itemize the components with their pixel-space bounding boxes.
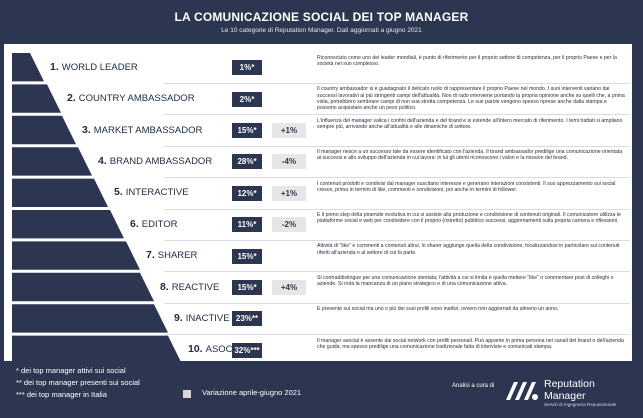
header: LA COMUNICAZIONE SOCIAL DEI TOP MANAGER … <box>0 0 643 42</box>
pyramid-step-4 <box>12 147 92 176</box>
brand-name-line2: Manager <box>544 390 586 402</box>
category-description: Si contraddistingue per una comunicazion… <box>317 274 614 287</box>
category-percentage: 2%* <box>232 91 262 107</box>
row-divider <box>164 271 630 273</box>
row-divider <box>164 302 630 304</box>
category-rank: 3. <box>82 123 91 136</box>
category-name: REACTIVE <box>171 281 220 293</box>
category-rank: 9. <box>174 311 183 324</box>
category-label: 1. WORLD LEADER <box>50 61 138 73</box>
category-variation: +1% <box>272 185 306 201</box>
category-rank: 5. <box>114 186 123 199</box>
legend-note-2: ** dei top manager presenti sui social <box>16 378 140 387</box>
category-percentage: 23%** <box>232 311 262 327</box>
category-percentage: 32%*** <box>232 342 262 358</box>
legend-note-3: *** dei top manager in Italia <box>16 390 107 399</box>
pyramid-step-3 <box>12 115 76 145</box>
category-description: È presente sui social ma uno o più dei s… <box>317 306 559 313</box>
pyramid-step-7 <box>12 241 140 270</box>
category-variation: -4% <box>272 154 306 170</box>
category-label: 8. REACTIVE <box>160 281 219 293</box>
variation-legend-label: Variazione aprile-giugno 2021 <box>202 388 302 397</box>
category-percentage: 12%* <box>232 185 262 201</box>
brand-name-line1: Reputation <box>544 378 595 390</box>
pyramid-step-6 <box>12 210 124 239</box>
analisi-label: Analisi a cura di <box>452 383 495 389</box>
pyramid-step-9 <box>12 304 168 333</box>
category-name: MARKET AMBASSADOR <box>93 124 203 136</box>
category-rank: 6. <box>130 217 139 230</box>
legend-note-1: * dei top manager attivi sui social <box>16 366 126 375</box>
category-description: Il country ambassador si è guadagnato il… <box>317 86 625 111</box>
category-label: 3. MARKET AMBASSADOR <box>82 124 202 136</box>
category-label: 9. INACTIVE <box>174 312 230 324</box>
category-label: 4. BRAND AMBASSADOR <box>98 155 212 167</box>
row-divider <box>164 114 630 116</box>
reputation-manager-logo-icon <box>506 382 538 400</box>
row-divider <box>164 145 630 147</box>
category-percentage: 28%* <box>232 154 262 170</box>
category-variation: +4% <box>272 280 306 295</box>
category-description: Il manager asocial è assente dai social … <box>317 337 624 350</box>
category-percentage: 1%* <box>232 60 262 76</box>
category-label: 2. COUNTRY AMBASSADOR <box>67 92 195 104</box>
pyramid-panel: 1. WORLD LEADER 1%* Riconosciuto come uno d… <box>4 44 632 361</box>
brand-tagline: Servizi di Ingegneria Reputazionale <box>544 402 617 407</box>
category-rank: 1. <box>50 60 59 73</box>
pyramid-step-1 <box>12 53 44 82</box>
category-percentage: 11%* <box>232 217 262 233</box>
row-divider <box>164 82 630 84</box>
category-percentage: 15%* <box>232 280 262 295</box>
category-variation: -2% <box>272 217 306 233</box>
category-name: ASOCIAL <box>205 344 247 356</box>
category-name: COUNTRY AMBASSADOR <box>78 93 195 105</box>
variation-swatch <box>183 390 191 398</box>
pyramid-step-2 <box>12 84 61 113</box>
category-name: SHARER <box>157 250 198 262</box>
category-name: INTERACTIVE <box>125 187 189 199</box>
category-rank: 10. <box>188 343 203 356</box>
category-description: I contenuti prodotti e condivisi dal man… <box>317 180 616 193</box>
category-rank: 8. <box>160 280 169 293</box>
category-name: WORLD LEADER <box>61 61 138 73</box>
category-rank: 7. <box>146 249 155 262</box>
category-label: 7. SHARER <box>146 249 197 261</box>
category-name: INACTIVE <box>185 312 230 324</box>
category-name: EDITOR <box>141 218 178 230</box>
category-description: È il primo step della piramide evolutiva… <box>317 212 621 225</box>
category-variation: +1% <box>272 123 306 138</box>
category-description: Riconosciuto come uno dei leader mondial… <box>317 55 617 68</box>
page-subtitle: Le 10 categorie di Reputation Manager. D… <box>221 27 422 34</box>
category-percentage: 15%* <box>232 248 262 264</box>
pyramid-step-5 <box>12 178 108 207</box>
row-divider <box>164 334 630 336</box>
category-label: 10. ASOCIAL <box>188 343 247 355</box>
category-name: BRAND AMBASSADOR <box>109 155 213 167</box>
category-percentage: 15%* <box>232 123 262 138</box>
category-description: Attività di "like" e commenti a contenut… <box>317 243 620 256</box>
row-divider <box>164 177 630 179</box>
category-description: L'influenza del manager valica i confini… <box>317 117 623 130</box>
page-title: LA COMUNICAZIONE SOCIAL DEI TOP MANAGER <box>174 10 469 24</box>
row-divider <box>164 239 630 241</box>
category-rank: 4. <box>98 154 107 167</box>
pyramid-step-8 <box>12 272 154 302</box>
category-rank: 2. <box>67 92 76 105</box>
category-description: Il manager riesce a un successo tale da … <box>317 149 623 162</box>
pyramid-step-10 <box>12 335 181 361</box>
pyramid-graphic <box>12 53 181 361</box>
category-label: 6. EDITOR <box>130 218 177 230</box>
category-label: 5. INTERACTIVE <box>114 186 189 198</box>
row-divider <box>164 208 630 210</box>
